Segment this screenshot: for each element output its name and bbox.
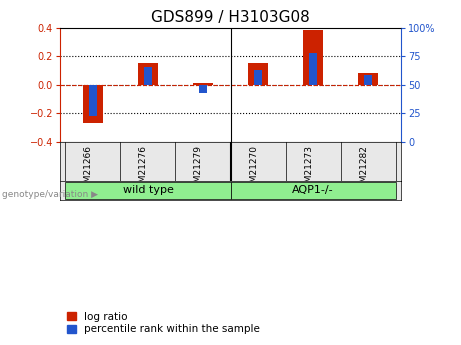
Bar [309, 53, 317, 85]
Bar [193, 83, 213, 85]
Text: GSM21276: GSM21276 [139, 145, 148, 194]
Text: GSM21270: GSM21270 [249, 145, 258, 194]
Bar [359, 73, 378, 85]
Title: GDS899 / H3103G08: GDS899 / H3103G08 [151, 10, 310, 25]
Bar [248, 63, 268, 85]
Text: AQP1-/-: AQP1-/- [292, 185, 334, 195]
Bar [89, 85, 97, 117]
Bar [199, 85, 207, 92]
Bar [364, 76, 372, 85]
Bar [144, 68, 152, 85]
Bar [254, 70, 262, 85]
Text: GSM21279: GSM21279 [194, 145, 203, 194]
Bar [230, 181, 396, 199]
Bar [138, 63, 158, 85]
Text: GSM21266: GSM21266 [84, 145, 93, 194]
Text: GSM21273: GSM21273 [304, 145, 313, 194]
Bar [83, 85, 103, 123]
Text: genotype/variation ▶: genotype/variation ▶ [2, 190, 98, 199]
Text: wild type: wild type [123, 185, 173, 195]
Legend: log ratio, percentile rank within the sample: log ratio, percentile rank within the sa… [65, 309, 262, 336]
Bar [303, 30, 323, 85]
Text: GSM21282: GSM21282 [359, 145, 368, 194]
Bar [65, 181, 230, 199]
